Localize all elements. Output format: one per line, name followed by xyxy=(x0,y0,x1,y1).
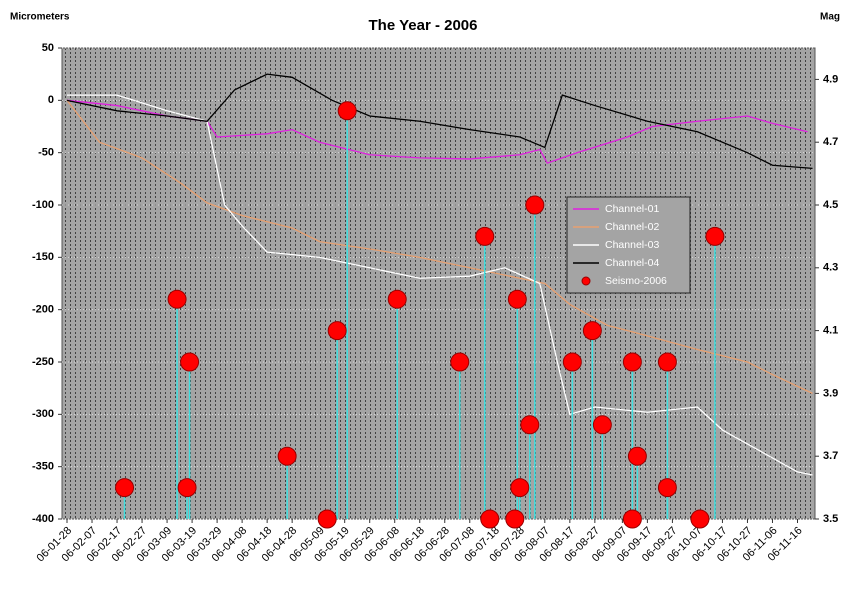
legend-label: Channel-02 xyxy=(605,221,659,233)
chart-title: The Year - 2006 xyxy=(369,17,478,34)
y-tick-label: -50 xyxy=(38,147,54,159)
plot-area xyxy=(61,47,816,520)
legend-label: Channel-04 xyxy=(605,257,659,269)
y2-tick-label: 3.9 xyxy=(823,387,838,399)
y-axis-label: Micrometers xyxy=(10,12,70,23)
legend-label: Channel-03 xyxy=(605,239,659,251)
seismo-point xyxy=(177,478,197,498)
seismo-point xyxy=(387,289,407,309)
data-line xyxy=(67,94,813,476)
y2-tick-label: 4.1 xyxy=(823,325,838,337)
y2-tick-label: 4.3 xyxy=(823,262,838,274)
y-tick-label: -400 xyxy=(32,513,54,525)
seismo-point xyxy=(622,509,642,529)
seismo-point xyxy=(705,226,725,246)
seismo-point xyxy=(317,509,337,529)
data-line xyxy=(66,73,813,170)
seismo-point xyxy=(525,195,545,215)
seismo-point xyxy=(475,226,495,246)
seismo-point xyxy=(562,352,582,372)
seismo-point xyxy=(592,415,612,435)
seismo-point xyxy=(520,415,540,435)
seismo-point xyxy=(450,352,470,372)
seismo-point xyxy=(657,478,677,498)
legend: Channel-01 Channel-02 Channel-03 Channel-04… xyxy=(566,196,691,294)
data-line xyxy=(66,99,808,164)
y2-tick-label: 4.5 xyxy=(823,199,838,211)
seismo-point xyxy=(510,478,530,498)
legend-label: Channel-01 xyxy=(605,203,659,215)
y-tick-label: -200 xyxy=(32,304,54,316)
y-tick-label: -100 xyxy=(32,199,54,211)
seismo-point xyxy=(277,446,297,466)
legend-label: Seismo-2006 xyxy=(605,275,667,287)
y-tick-label: -250 xyxy=(32,356,54,368)
y-tick-label: -350 xyxy=(32,461,54,473)
seismo-point xyxy=(167,289,187,309)
y2-axis-label: Mag xyxy=(820,12,840,23)
seismo-point xyxy=(480,509,500,529)
seismo-point xyxy=(622,352,642,372)
y-tick-label: 50 xyxy=(42,42,54,54)
seismo-point xyxy=(582,321,602,341)
y-tick-label: -300 xyxy=(32,408,54,420)
y-tick-label: -150 xyxy=(32,251,54,263)
seismo-point xyxy=(115,478,135,498)
seismo-point xyxy=(690,509,710,529)
legend-symbol xyxy=(581,276,591,286)
seismo-point xyxy=(507,289,527,309)
data-line xyxy=(66,99,813,394)
seismo-point xyxy=(505,509,525,529)
seismo-point xyxy=(337,101,357,121)
seismo-point xyxy=(327,321,347,341)
y2-tick-label: 3.7 xyxy=(823,450,838,462)
y2-tick-label: 3.5 xyxy=(823,513,838,525)
y2-tick-label: 4.9 xyxy=(823,73,838,85)
y-tick-label: 0 xyxy=(48,94,54,106)
y2-tick-label: 4.7 xyxy=(823,136,838,148)
seismo-point xyxy=(627,446,647,466)
seismo-point xyxy=(180,352,200,372)
seismo-point xyxy=(657,352,677,372)
